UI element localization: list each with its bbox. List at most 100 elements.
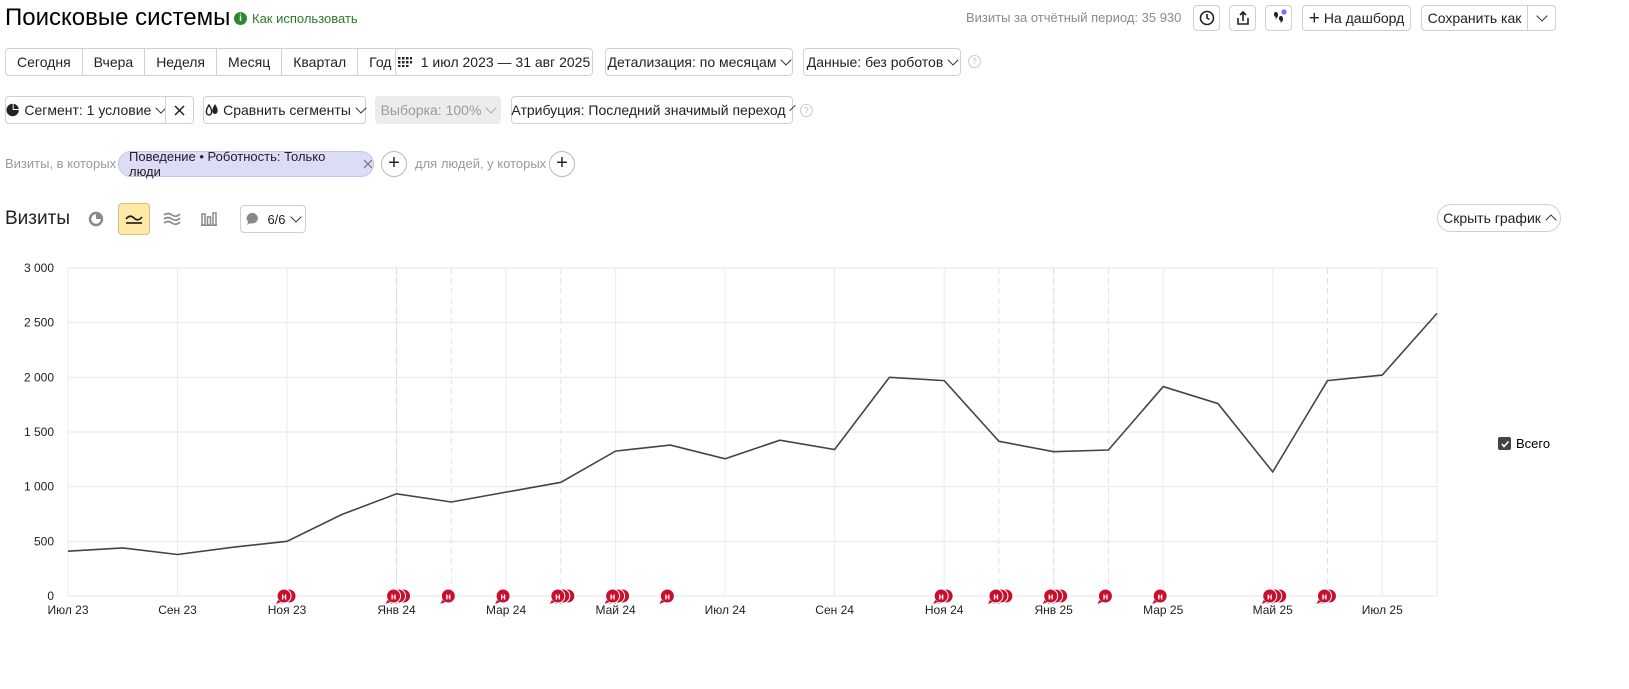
chart-type-bar-button[interactable] [193,203,225,235]
help-icon[interactable]: ? [800,104,813,117]
annotation-marker[interactable]: н [276,588,292,604]
data-point[interactable] [723,456,728,461]
compare-segments-dropdown[interactable]: Сравнить сегменты [203,96,367,124]
annotations-dropdown[interactable]: 6/6 [240,205,306,233]
period-quarter-button[interactable]: Квартал [282,49,359,75]
data-point[interactable] [1106,448,1111,453]
pie-chart-icon [6,103,19,117]
add-people-condition-button[interactable]: + [549,151,575,177]
detail-dropdown[interactable]: Детализация: по месяцам [605,48,793,76]
data-filter-dropdown[interactable]: Данные: без роботов [803,48,961,76]
visits-filter-prefix: Визиты, в которых [5,156,117,171]
help-icon[interactable]: ? [968,55,981,68]
data-point[interactable] [1435,311,1440,316]
annotation-marker[interactable]: н [1316,588,1332,604]
annotation-marker[interactable] [1266,588,1283,604]
date-range-picker[interactable]: 1 июл 2023 — 31 авг 2025 [395,48,593,76]
annotation-marker[interactable]: н [385,588,402,604]
x-tick-label: Июл 23 [47,603,88,617]
annotation-marker[interactable] [1271,588,1288,604]
visits-summary: Визиты за отчётный период: 35 930 [966,10,1182,25]
howto-label: Как использовать [252,11,358,26]
assistant-button[interactable] [1265,5,1292,31]
data-point[interactable] [120,545,125,550]
howto-link[interactable]: i Как использовать [234,11,358,26]
data-point[interactable] [285,539,290,544]
close-icon[interactable] [363,159,373,169]
dashboard-button[interactable]: + На дашборд [1302,5,1411,31]
data-point[interactable] [613,449,618,454]
data-point[interactable] [230,545,235,550]
legend-item-total[interactable]: Всего [1498,436,1550,451]
data-point[interactable] [996,439,1001,444]
data-point[interactable] [339,512,344,517]
sample-label: Выборка: 100% [380,102,482,118]
annotation-marker[interactable]: н [987,588,1004,604]
save-as-dropdown[interactable] [1527,5,1556,31]
segment-clear-button[interactable] [165,96,194,124]
data-point[interactable] [777,438,782,443]
data-point[interactable] [1215,401,1220,406]
data-point[interactable] [1380,373,1385,378]
x-tick-label: Июл 24 [705,603,746,617]
data-point[interactable] [668,443,673,448]
annotation-marker[interactable]: н [1042,588,1059,604]
data-point[interactable] [1325,378,1330,383]
attribution-dropdown[interactable]: Атрибуция: Последний значимый переход [511,96,796,124]
add-visit-condition-button[interactable]: + [381,151,407,177]
annotation-marker[interactable]: н [659,588,675,604]
annotation-marker[interactable] [992,588,1009,604]
data-point[interactable] [1270,469,1275,474]
annotation-marker[interactable]: н [1152,588,1168,604]
annotation-marker[interactable]: н [549,588,566,604]
data-point[interactable] [66,549,71,554]
annotation-marker[interactable]: н [604,588,621,604]
period-week-button[interactable]: Неделя [145,49,218,75]
annotation-marker-label: н [610,592,615,602]
chart-type-line-button[interactable] [118,203,150,235]
data-point[interactable] [832,447,837,452]
period-month-button[interactable]: Месяц [217,49,283,75]
data-point[interactable] [449,499,454,504]
chart-type-pie-button[interactable] [80,203,112,235]
annotation-marker[interactable] [554,588,571,604]
annotation-marker[interactable] [938,588,954,604]
period-yesterday-button[interactable]: Вчера [83,49,146,75]
data-point[interactable] [1051,449,1056,454]
annotation-marker[interactable] [1321,588,1337,604]
period-year-button[interactable]: Год [369,54,392,70]
annotation-marker[interactable] [614,588,631,604]
annotation-marker[interactable] [559,588,576,604]
annotation-marker[interactable] [1047,588,1064,604]
annotation-marker[interactable] [281,588,297,604]
annotation-marker[interactable]: н [495,588,511,604]
annotation-marker[interactable]: н [933,588,949,604]
sample-dropdown[interactable]: Выборка: 100% [375,96,501,124]
history-button[interactable] [1193,5,1220,31]
annotation-marker[interactable]: н [1097,588,1113,604]
save-as-button[interactable]: Сохранить как [1421,5,1528,31]
series-line-total[interactable] [67,312,1438,556]
hide-chart-button[interactable]: Скрыть график [1437,204,1561,232]
annotation-marker[interactable] [1052,588,1069,604]
export-button[interactable] [1229,5,1256,31]
annotation-marker[interactable] [395,588,412,604]
annotation-marker[interactable] [997,588,1014,604]
annotation-marker[interactable]: н [440,588,456,604]
annotation-marker[interactable] [390,588,407,604]
annotation-marker[interactable]: н [1261,588,1278,604]
annotation-marker[interactable] [609,588,626,604]
filter-chip[interactable]: Поведение • Роботность: Только люди [118,149,374,179]
data-point[interactable] [1161,384,1166,389]
data-point[interactable] [887,375,892,380]
chart-type-area-button[interactable] [156,203,188,235]
period-today-button[interactable]: Сегодня [6,49,83,75]
data-point[interactable] [504,490,509,495]
data-point[interactable] [558,480,563,485]
segment-dropdown[interactable]: Сегмент: 1 условие [5,96,167,124]
data-point[interactable] [394,491,399,496]
share-icon [1236,10,1249,25]
x-tick-label: Июл 25 [1362,603,1403,617]
data-point[interactable] [942,378,947,383]
data-point[interactable] [175,552,180,557]
